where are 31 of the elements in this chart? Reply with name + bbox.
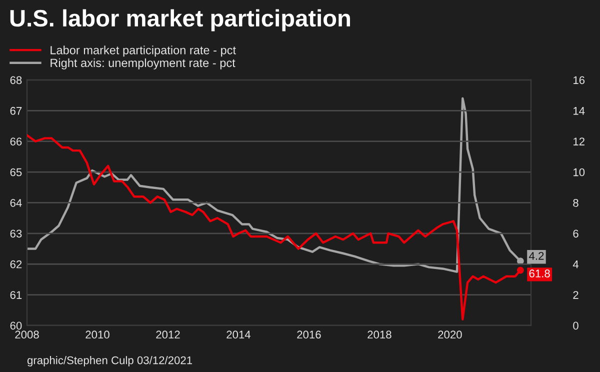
chart-title: U.S. labor market participation <box>10 9 350 32</box>
y-tick-label: 63 <box>10 230 22 238</box>
y2-tick-label: 8 <box>573 199 578 207</box>
y-tick-label: 68 <box>10 76 22 84</box>
y-tick-label: 61 <box>10 291 22 299</box>
legend-label: Right axis: unemployment rate - pct <box>50 58 236 70</box>
y-tick-label: 65 <box>10 168 22 176</box>
y2-tick-label: 2 <box>573 291 578 299</box>
data-label: 61.8 <box>529 270 550 278</box>
y2-tick-label: 10 <box>574 168 585 176</box>
data-label: 4.2 <box>529 252 544 260</box>
y2-tick-label: 6 <box>573 230 578 238</box>
y-tick-label: 66 <box>10 138 22 146</box>
x-tick-label: 2014 <box>226 330 251 339</box>
y-tick-label: 67 <box>10 106 22 115</box>
x-tick-label: 2018 <box>368 330 392 339</box>
x-tick-label: 2012 <box>156 330 180 339</box>
y2-tick-label: 16 <box>574 76 585 84</box>
y-tick-label: 64 <box>10 199 22 207</box>
y2-tick-label: 0 <box>573 322 578 330</box>
x-tick-label: 2020 <box>438 330 462 339</box>
y2-tick-label: 4 <box>572 260 579 268</box>
y2-tick-label: 14 <box>574 107 585 115</box>
y-tick-label: 60 <box>10 322 22 330</box>
x-tick-label: 2010 <box>86 330 110 339</box>
legend-label: Labor market participation rate - pct <box>50 46 236 57</box>
x-tick-label: 2016 <box>297 330 321 339</box>
y-tick-label: 62 <box>10 260 22 268</box>
x-tick-label: 2008 <box>15 330 39 339</box>
text: graphic/Stephen Culp 03/12/2021 <box>27 356 192 366</box>
y2-tick-label: 12 <box>574 138 584 146</box>
